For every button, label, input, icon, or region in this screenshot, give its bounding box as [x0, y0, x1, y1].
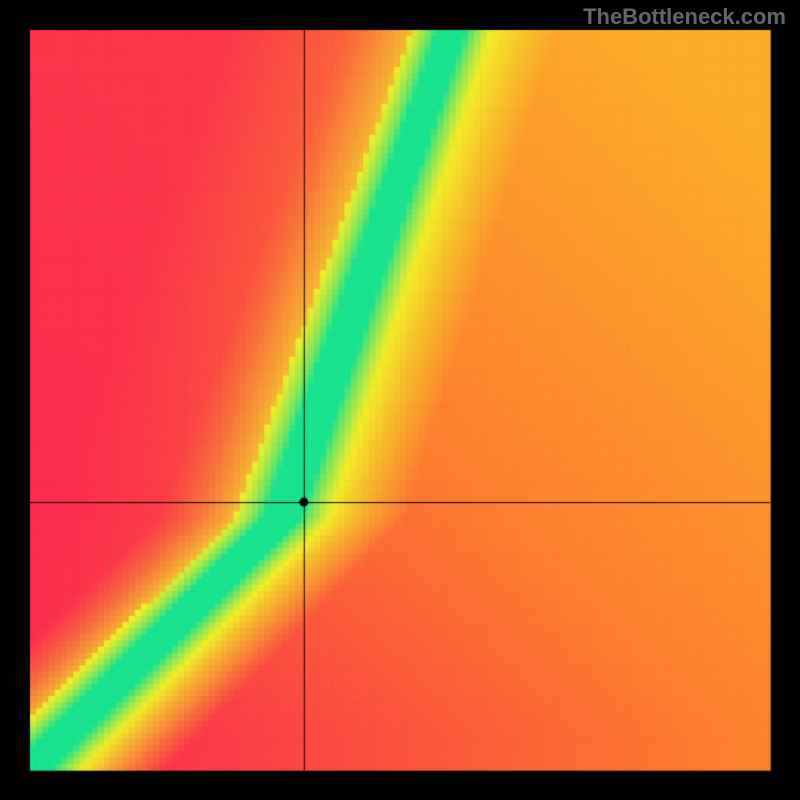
bottleneck-heatmap	[0, 0, 800, 800]
watermark-text: TheBottleneck.com	[583, 4, 786, 30]
